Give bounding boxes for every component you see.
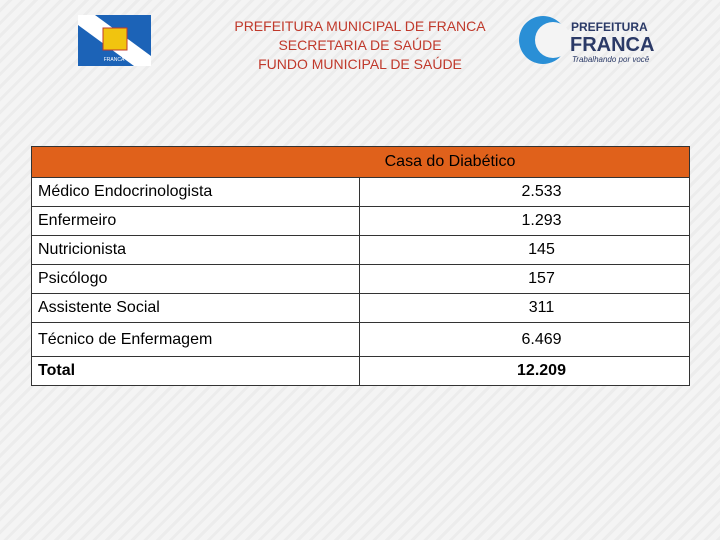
table-row: Médico Endocrinologista 2.533 [31, 177, 690, 207]
row-value: 311 [359, 293, 690, 323]
row-label: Técnico de Enfermagem [31, 322, 360, 357]
table-body: Médico Endocrinologista 2.533 Enfermeiro 1.… [31, 177, 690, 386]
header: PREFEITURA MUNICIPAL DE FRANCA SECRETARI… [200, 17, 520, 74]
total-value: 12.209 [359, 356, 690, 386]
row-value: 145 [359, 235, 690, 265]
table: Casa do Diabético Médico Endocrinologist… [31, 146, 690, 386]
table-row: Enfermeiro 1.293 [31, 206, 690, 236]
row-value: 2.533 [359, 177, 690, 207]
table-row: Técnico de Enfermagem 6.469 [31, 322, 690, 357]
flag-crest [102, 27, 128, 51]
header-line: SECRETARIA DE SAÚDE [278, 37, 442, 53]
header-line: PREFEITURA MUNICIPAL DE FRANCA [234, 18, 486, 34]
row-label: Enfermeiro [31, 206, 360, 236]
table-title: Casa do Diabético [31, 146, 690, 178]
row-label: Médico Endocrinologista [31, 177, 360, 207]
row-value: 157 [359, 264, 690, 294]
row-label: Nutricionista [31, 235, 360, 265]
total-row: Total 12.209 [31, 356, 690, 386]
logo-cut [535, 22, 571, 58]
row-value: 6.469 [359, 322, 690, 357]
logo-slogan: Trabalhando por você [572, 55, 650, 64]
table-row: Assistente Social 311 [31, 293, 690, 323]
logos: FRANCA PREFEITURA FRANCA Trabalhando por… [78, 15, 654, 66]
total-label: Total [31, 356, 360, 386]
flag-text: FRANCA [104, 57, 125, 63]
header-line: FUNDO MUNICIPAL DE SAÚDE [258, 56, 462, 72]
table-row: Psicólogo 157 [31, 264, 690, 294]
table-row: Nutricionista 145 [31, 235, 690, 265]
row-label: Assistente Social [31, 293, 360, 323]
row-label: Psicólogo [31, 264, 360, 294]
row-value: 1.293 [359, 206, 690, 236]
logo-top: PREFEITURA [571, 20, 648, 34]
logo-name: FRANCA [570, 34, 654, 56]
